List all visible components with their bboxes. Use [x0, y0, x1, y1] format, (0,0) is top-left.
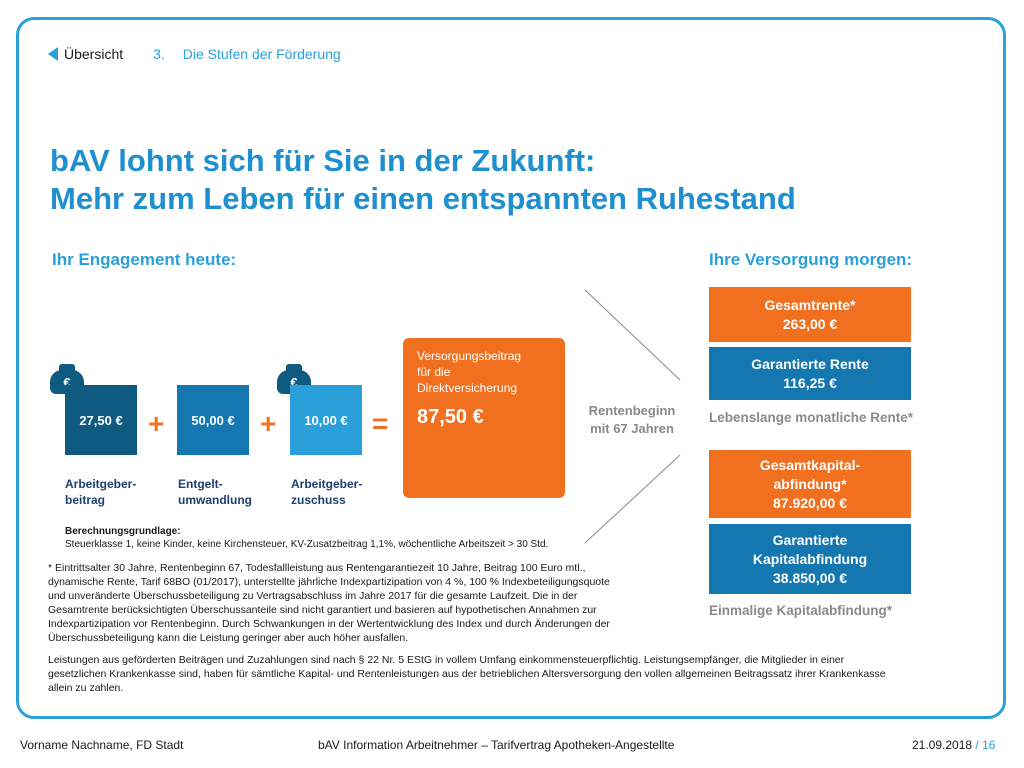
- total-lump-sum-label: Gesamtkapital- abfindung*: [759, 456, 861, 492]
- connector-lines: [584, 289, 681, 544]
- total-caption: Versorgungsbeitrag für die Direktversich…: [417, 349, 522, 395]
- breadcrumb: Übersicht 3. Die Stufen der Förderung: [48, 46, 341, 62]
- breadcrumb-number: 3.: [153, 46, 165, 62]
- employer-subsidy-box: 10,00 €: [290, 385, 362, 455]
- footer-page-info: 21.09.2018 / 16: [912, 738, 995, 752]
- title-line-1: bAV lohnt sich für Sie in der Zukunft:: [50, 143, 596, 178]
- right-heading: Ihre Versorgung morgen:: [709, 250, 913, 269]
- footer-page-number[interactable]: 16: [982, 738, 996, 752]
- guaranteed-pension-box: Garantierte Rente 116,25 €: [709, 347, 911, 400]
- bag-knot: [59, 364, 75, 372]
- footer-separator: /: [975, 738, 979, 752]
- salary-conversion-box: 50,00 €: [177, 385, 249, 455]
- breadcrumb-label: Die Stufen der Förderung: [182, 46, 341, 62]
- equals-sign: =: [372, 408, 389, 439]
- total-contribution-box: Versorgungsbeitrag für die Direktversich…: [403, 338, 565, 498]
- total-lump-sum-box: Gesamtkapital- abfindung* 87.920,00 €: [709, 450, 911, 518]
- salary-conversion-value: 50,00 €: [191, 412, 235, 428]
- connector-line-bottom: [584, 454, 681, 544]
- guaranteed-lump-sum-value: 38.850,00 €: [773, 569, 847, 586]
- footnote-text: * Eintrittsalter 30 Jahre, Rentenbeginn …: [48, 562, 610, 644]
- guaranteed-pension-label: Garantierte Rente: [751, 355, 869, 372]
- connector-line-top: [584, 289, 681, 381]
- total-lump-sum-value: 87.920,00 €: [773, 494, 847, 511]
- guaranteed-lump-sum-box: Garantierte Kapitalabfindung 38.850,00 €: [709, 524, 911, 594]
- chevron-left-icon: [48, 47, 58, 61]
- title-line-2: Mehr zum Leben für einen entspannten Ruh…: [50, 181, 796, 216]
- bag-knot: [286, 364, 302, 372]
- total-value: 87,50 €: [417, 406, 484, 428]
- plus-sign-1: +: [148, 408, 165, 439]
- tax-note-text: Leistungen aus geförderten Beiträgen und…: [48, 654, 886, 694]
- guaranteed-lump-sum-label: Garantierte Kapitalabfindung: [752, 531, 868, 567]
- basis-heading: Berechnungsgrundlage:: [65, 526, 181, 537]
- page-title: bAV lohnt sich für Sie in der Zukunft: M…: [50, 142, 796, 218]
- footer-author: Vorname Nachname, FD Stadt: [20, 738, 184, 752]
- plus-sign-2: +: [260, 408, 277, 439]
- employer-contribution-box: 27,50 €: [65, 385, 137, 455]
- total-pension-label: Gesamtrente*: [764, 296, 856, 313]
- pension-caption: Lebenslange monatliche Rente*: [709, 410, 914, 425]
- basis-text: Steuerklasse 1, keine Kinder, keine Kirc…: [65, 539, 549, 550]
- label-salary-conversion: Entgelt- umwandlung: [178, 477, 252, 507]
- lump-sum-caption: Einmalige Kapitalabfindung*: [709, 603, 893, 618]
- employer-subsidy-value: 10,00 €: [304, 412, 348, 428]
- breadcrumb-section[interactable]: 3. Die Stufen der Förderung: [153, 46, 341, 62]
- retirement-start-label: Rentenbeginn mit 67 Jahren: [588, 403, 676, 436]
- left-heading: Ihr Engagement heute:: [52, 250, 237, 269]
- footer-date: 21.09.2018: [912, 738, 973, 752]
- label-employer-contribution: Arbeitgeber- beitrag: [65, 477, 137, 507]
- slide-frame: [16, 17, 1006, 719]
- total-pension-value: 263,00 €: [782, 315, 838, 332]
- footer-title: bAV Information Arbeitnehmer – Tarifvert…: [318, 738, 675, 752]
- guaranteed-pension-value: 116,25 €: [783, 374, 837, 391]
- back-link[interactable]: Übersicht: [48, 46, 123, 62]
- total-pension-box: Gesamtrente* 263,00 €: [709, 287, 911, 342]
- label-employer-subsidy: Arbeitgeber- zuschuss: [291, 477, 363, 507]
- back-label: Übersicht: [64, 46, 124, 62]
- employer-contribution-value: 27,50 €: [79, 412, 123, 428]
